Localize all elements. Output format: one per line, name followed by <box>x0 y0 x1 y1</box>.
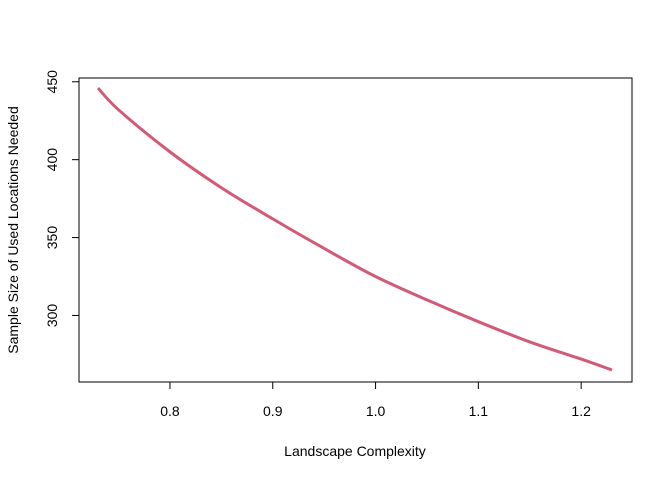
y-axis: 300 350 400 450 <box>44 70 80 328</box>
x-tick-label: 1.1 <box>469 403 489 419</box>
y-tick-label: 350 <box>44 226 60 250</box>
x-tick-label: 1.2 <box>571 403 591 419</box>
x-tick-label: 0.8 <box>160 403 180 419</box>
y-tick-label: 400 <box>44 148 60 172</box>
y-tick-label: 300 <box>44 304 60 328</box>
series-line <box>96 86 613 372</box>
y-tick-label: 450 <box>44 70 60 94</box>
plot-box <box>78 77 633 383</box>
x-tick-label: 1.0 <box>366 403 386 419</box>
x-axis-title: Landscape Complexity <box>284 443 426 459</box>
y-axis-title: Sample Size of Used Locations Needed <box>5 106 21 353</box>
x-tick-label: 0.9 <box>263 403 283 419</box>
series-layer <box>96 86 613 372</box>
x-axis: 0.8 0.9 1.0 1.1 1.2 <box>160 381 591 419</box>
